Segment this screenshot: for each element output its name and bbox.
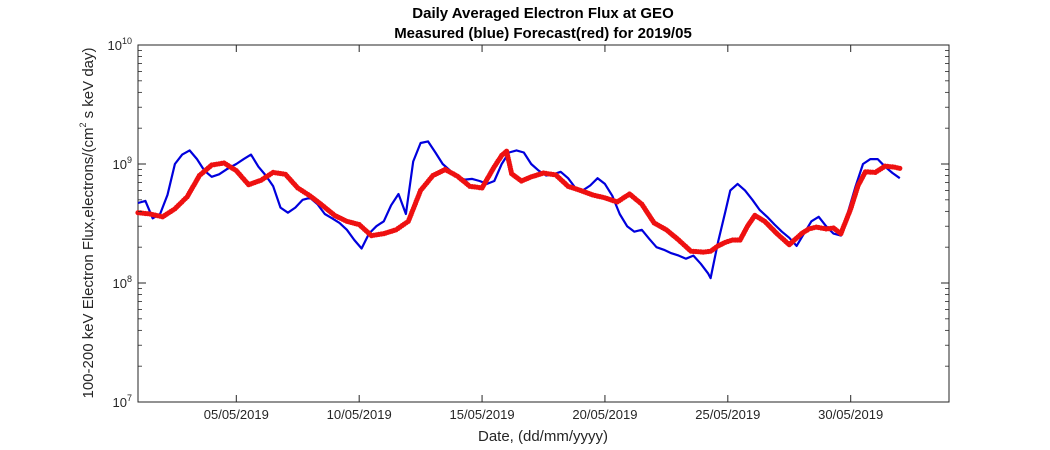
chart-title: Daily Averaged Electron Flux at GEO — [412, 5, 674, 22]
y-tick-base: 10 — [113, 395, 127, 410]
x-axis-label: Date, (dd/mm/yyyy) — [478, 428, 608, 445]
series-points-forecast — [135, 148, 903, 255]
chart-subtitle: Measured (blue) Forecast(red) for 2019/0… — [394, 25, 692, 42]
y-tick-label: 109 — [113, 155, 132, 172]
y-tick-power: 10 — [122, 36, 132, 46]
series-line-measured — [137, 140, 901, 280]
forecast-point — [897, 165, 903, 171]
x-tick-label: 15/05/2019 — [450, 407, 515, 422]
series-layer — [135, 140, 903, 280]
x-axis-ticks: 05/05/2019 10/05/2019 15/05/2019 20/05/2019… — [204, 45, 883, 422]
y-axis-label-main: 100-200 keV Electron Flux,electrons/(cm — [80, 128, 97, 399]
y-tick-label: 107 — [113, 393, 132, 410]
y-axis-label-superscript: 2 — [78, 123, 88, 128]
y-tick-power: 7 — [127, 393, 132, 403]
y-tick-power: 8 — [127, 274, 132, 284]
x-tick-label: 30/05/2019 — [818, 407, 883, 422]
y-tick-label: 1010 — [108, 36, 132, 53]
plot-area — [137, 44, 950, 403]
y-tick-power: 9 — [127, 155, 132, 165]
y-tick-base: 10 — [113, 276, 127, 291]
x-tick-label: 05/05/2019 — [204, 407, 269, 422]
y-tick-base: 10 — [113, 157, 127, 172]
y-tick-base: 10 — [108, 38, 122, 53]
y-axis-label-tail: s keV day) — [80, 47, 97, 122]
x-tick-label: 25/05/2019 — [695, 407, 760, 422]
x-tick-label: 20/05/2019 — [572, 407, 637, 422]
x-tick-label: 10/05/2019 — [327, 407, 392, 422]
y-axis-label: 100-200 keV Electron Flux,electrons/(cm2… — [78, 47, 97, 398]
y-tick-label: 108 — [113, 274, 132, 291]
